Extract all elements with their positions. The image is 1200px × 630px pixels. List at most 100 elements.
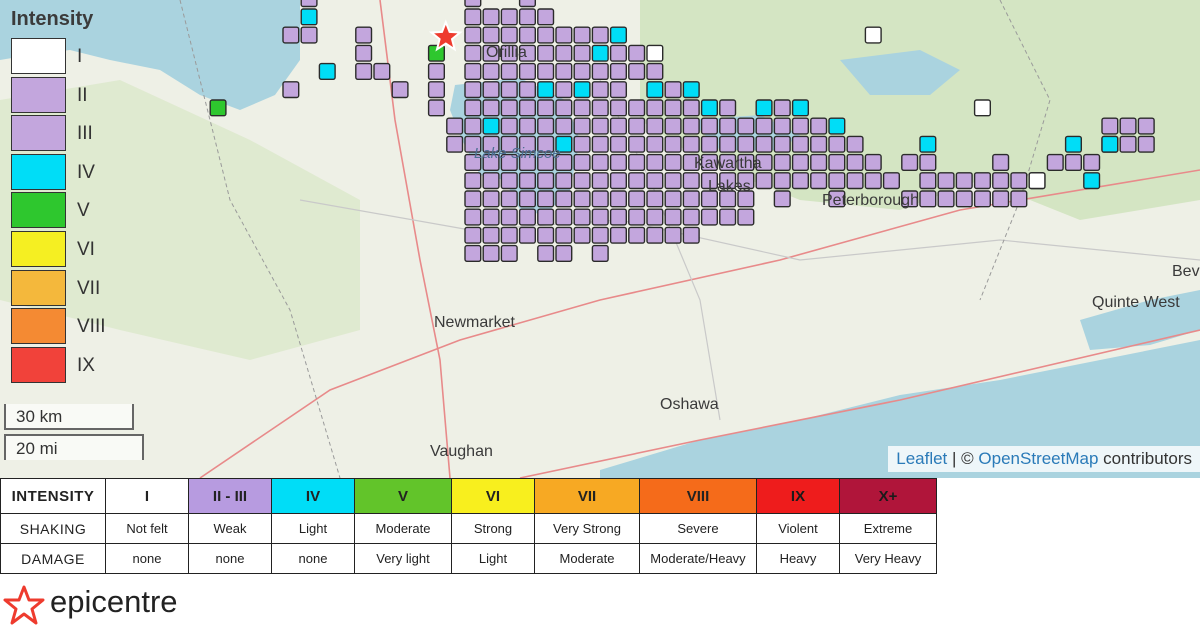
intensity-cells [209, 0, 1155, 263]
intensity-cell-ii [846, 135, 864, 153]
intensity-cell-ii [901, 153, 919, 172]
intensity-cell-ii [482, 172, 500, 190]
intensity-cell-ii [1083, 153, 1101, 172]
epicentre-marker[interactable] [428, 19, 463, 52]
intensity-cell-ii [901, 190, 919, 208]
intensity-cell-iv [1101, 135, 1119, 153]
osm-link[interactable]: OpenStreetMap [978, 449, 1099, 468]
intensity-cell-ii [573, 190, 591, 208]
intensity-cell-ii [755, 172, 773, 190]
intensity-cell-ii [937, 190, 955, 208]
intensity-cell-i [1028, 172, 1046, 190]
intensity-cell: X+ [839, 478, 937, 514]
legend-row: IX [11, 346, 126, 386]
intensity-cell-ii [300, 26, 318, 44]
intensity-cell-ii [500, 99, 518, 117]
damage-cell: none [271, 543, 355, 574]
intensity-cell-iv [1083, 172, 1101, 190]
intensity-cell-ii [737, 172, 755, 190]
intensity-cell-ii [500, 172, 518, 190]
intensity-scale-table: INTENSITY I II - III IV V VI VII VIII IX X+ SHAK… [0, 478, 937, 574]
intensity-cell-ii [300, 0, 318, 8]
intensity-cell-ii [609, 172, 627, 190]
intensity-cell-ii [500, 244, 518, 263]
intensity-cell: VI [451, 478, 535, 514]
intensity-cell-ii [500, 208, 518, 226]
intensity-cell-iv [646, 81, 664, 99]
intensity-cell-ii [464, 0, 482, 8]
intensity-cell-ii [682, 190, 700, 208]
intensity-cell-ii [464, 8, 482, 26]
intensity-cell-ii [646, 117, 664, 135]
intensity-cell-ii [864, 172, 882, 190]
intensity-cell-iv [609, 26, 627, 44]
intensity-cell-ii [737, 117, 755, 135]
city-label-belleville: Bev [1172, 263, 1200, 280]
legend-label: II [77, 84, 88, 106]
intensity-map[interactable]: Lake Simcoe Kawartha Lakes Peterborough … [0, 0, 1200, 478]
shaking-cell: Weak [188, 513, 272, 544]
intensity-cell-iv [700, 99, 718, 117]
row-label-damage: DAMAGE [0, 543, 106, 574]
intensity-cell-ii [646, 190, 664, 208]
intensity-cell-ii [664, 172, 682, 190]
intensity-cell-ii [537, 135, 555, 153]
intensity-cell-iv [573, 81, 591, 99]
boundary [979, 0, 1051, 301]
legend-label: V [77, 200, 90, 222]
intensity-cell-ii [482, 208, 500, 226]
intensity-cell-ii [573, 62, 591, 80]
intensity-cell-ii [591, 117, 609, 135]
intensity-cell-ii [464, 153, 482, 172]
intensity-cell-ii [992, 172, 1010, 190]
row-label-intensity: INTENSITY [0, 478, 106, 514]
star-icon [3, 585, 45, 625]
scale-mi: 20 mi [4, 434, 144, 460]
intensity-cell-ii [700, 208, 718, 226]
epicentre-star-icon[interactable] [428, 19, 463, 52]
intensity-cell-ii [609, 62, 627, 80]
city-label-lakes: Lakes [708, 178, 751, 195]
intensity-cell-ii [719, 190, 737, 208]
intensity-cell-iv [300, 8, 318, 26]
legend-swatch [11, 115, 66, 152]
intensity-cell: II - III [188, 478, 272, 514]
intensity-cell-ii [464, 226, 482, 244]
leaflet-link[interactable]: Leaflet [896, 449, 948, 468]
intensity-cell-iv [828, 117, 846, 135]
intensity-cell-ii [537, 99, 555, 117]
city-label-peterborough: Peterborough [822, 192, 919, 209]
intensity-cell-ii [591, 81, 609, 99]
intensity-cell-ii [427, 99, 446, 117]
intensity-cell-ii [391, 81, 409, 99]
intensity-cell-i [864, 26, 882, 44]
intensity-cell-ii [591, 26, 609, 44]
intensity-cell-ii [628, 172, 646, 190]
epicentre-label: epicentre [50, 584, 178, 619]
intensity-cell-iv [482, 117, 500, 135]
map-canvas[interactable] [0, 0, 1200, 478]
intensity-cell-ii [518, 208, 536, 226]
intensity-cell-ii [737, 208, 755, 226]
intensity-cell-ii [1119, 117, 1137, 135]
damage-cell: Moderate/Heavy [639, 543, 757, 574]
shaking-cell: Light [271, 513, 355, 544]
intensity-cell-ii [628, 117, 646, 135]
intensity-cell-ii [500, 226, 518, 244]
intensity-cell-iv [682, 81, 700, 99]
legend-swatch [11, 269, 66, 306]
legend-swatch [11, 346, 66, 383]
intensity-cell-ii [518, 117, 536, 135]
damage-cell: Very light [354, 543, 452, 574]
intensity-cell-ii [555, 226, 573, 244]
intensity-cell-ii [464, 26, 482, 44]
intensity-cell-ii [810, 153, 828, 172]
intensity-cell-ii [500, 135, 518, 153]
intensity-cell-ii [646, 62, 664, 80]
intensity-cell-ii [828, 172, 846, 190]
intensity-cell-iv [591, 44, 609, 62]
intensity-cell-v [209, 99, 227, 117]
intensity-cell-ii [355, 26, 373, 44]
intensity-cell-ii [646, 172, 664, 190]
scale-bar: 30 km 20 mi [4, 404, 146, 464]
